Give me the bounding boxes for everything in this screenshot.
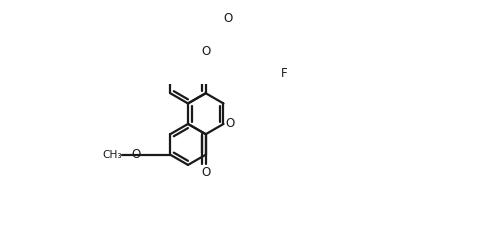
- Text: O: O: [225, 117, 235, 130]
- Text: CH₃: CH₃: [103, 150, 123, 160]
- Text: O: O: [131, 148, 141, 161]
- Text: O: O: [224, 12, 233, 25]
- Text: F: F: [280, 67, 287, 80]
- Text: O: O: [201, 45, 210, 58]
- Text: O: O: [201, 166, 210, 179]
